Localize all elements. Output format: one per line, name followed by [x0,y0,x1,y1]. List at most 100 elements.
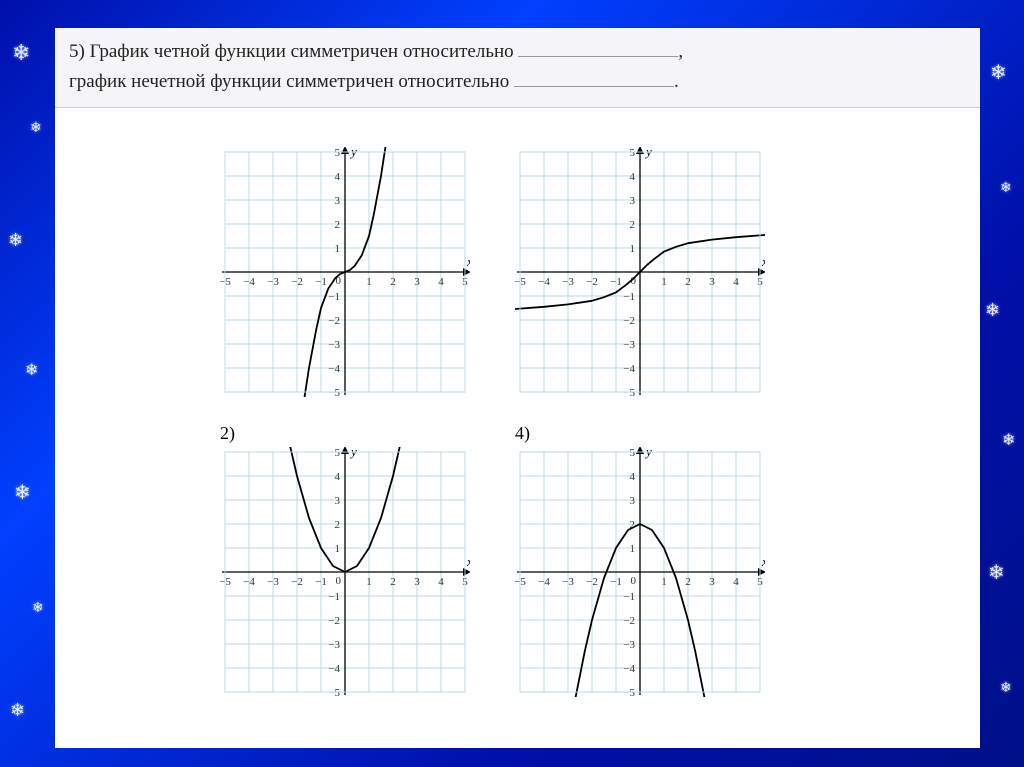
chart-1: −5−5−4−4−3−3−2−2−1−111223344550xy [220,123,480,397]
question-line2: график нечетной функции симметричен отно… [69,71,509,92]
svg-text:−1: −1 [623,291,635,303]
svg-text:−1: −1 [315,576,327,588]
svg-text:3: 3 [335,195,341,207]
snowflake-icon: ❄ [14,480,31,505]
svg-text:1: 1 [661,576,667,588]
svg-text:4: 4 [733,276,739,288]
svg-text:1: 1 [630,543,636,555]
svg-text:−3: −3 [562,276,574,288]
svg-text:3: 3 [414,276,420,288]
svg-text:3: 3 [709,276,715,288]
snowflake-icon: ❄ [1000,680,1012,697]
svg-text:2: 2 [685,276,691,288]
chart-3: −5−5−4−4−3−3−2−2−1−111223344550xy [515,123,775,397]
svg-text:−3: −3 [328,639,340,651]
svg-text:3: 3 [414,576,420,588]
svg-text:y: y [349,447,357,459]
svg-text:−2: −2 [291,576,303,588]
snowflake-icon: ❄ [8,230,23,251]
svg-text:−3: −3 [623,339,635,351]
svg-text:−5: −5 [220,576,231,588]
svg-text:−5: −5 [515,276,526,288]
svg-text:−2: −2 [328,315,340,327]
snowflake-icon: ❄ [30,120,42,137]
svg-text:−4: −4 [328,663,340,675]
snowflake-icon: ❄ [990,60,1007,85]
svg-text:3: 3 [630,495,636,507]
svg-text:y: y [349,147,357,159]
svg-text:−1: −1 [315,276,327,288]
svg-text:x: x [466,554,470,569]
svg-text:1: 1 [630,243,636,255]
svg-text:2: 2 [390,276,396,288]
svg-text:5: 5 [630,447,636,459]
svg-text:1: 1 [335,243,341,255]
svg-text:y: y [644,147,652,159]
svg-text:4: 4 [335,471,341,483]
snowflake-icon: ❄ [988,560,1005,585]
snowflake-icon: ❄ [10,700,25,721]
svg-text:2: 2 [630,219,636,231]
svg-text:−4: −4 [623,663,635,675]
chart-svg: −5−5−4−4−3−3−2−2−1−111223344550xy [515,447,765,697]
svg-text:x: x [761,254,765,269]
snowflake-icon: ❄ [1002,430,1015,450]
chart-svg: −5−5−4−4−3−3−2−2−1−111223344550xy [220,147,470,397]
svg-text:4: 4 [335,171,341,183]
chart-4: 4) −5−5−4−4−3−3−2−2−1−111223344550xy [515,423,775,697]
svg-text:4: 4 [438,576,444,588]
svg-text:x: x [761,554,765,569]
svg-text:2: 2 [335,219,341,231]
svg-text:−4: −4 [538,576,550,588]
svg-text:−4: −4 [328,363,340,375]
svg-text:3: 3 [630,195,636,207]
charts-area: −5−5−4−4−3−3−2−2−1−111223344550xy −5−5−4… [55,108,980,750]
question-line1: График четной функции симметричен относи… [90,41,514,62]
chart-svg: −5−5−4−4−3−3−2−2−1−111223344550xy [515,147,765,397]
svg-text:−1: −1 [328,291,340,303]
svg-text:−3: −3 [267,576,279,588]
svg-text:2: 2 [335,519,341,531]
svg-text:−1: −1 [610,576,622,588]
svg-text:x: x [466,254,470,269]
svg-text:4: 4 [630,171,636,183]
svg-text:−3: −3 [562,576,574,588]
blank-1 [518,36,678,57]
svg-text:2: 2 [390,576,396,588]
svg-text:0: 0 [631,575,637,587]
svg-text:5: 5 [630,147,636,159]
snowflake-icon: ❄ [1000,180,1012,197]
svg-text:−2: −2 [623,315,635,327]
snowflake-icon: ❄ [25,360,38,380]
svg-text:1: 1 [335,543,341,555]
svg-text:−1: −1 [623,591,635,603]
chart-1-label [220,123,480,145]
svg-text:−4: −4 [538,276,550,288]
svg-text:−4: −4 [243,576,255,588]
svg-text:−3: −3 [623,639,635,651]
svg-text:4: 4 [630,471,636,483]
svg-text:−2: −2 [291,276,303,288]
worksheet-page: 5) График четной функции симметричен отн… [55,28,980,748]
svg-text:4: 4 [438,276,444,288]
svg-text:−2: −2 [586,276,598,288]
chart-3-label [515,123,775,145]
svg-text:1: 1 [366,576,372,588]
chart-4-label: 4) [515,423,775,445]
chart-2: 2) −5−5−4−4−3−3−2−2−1−111223344550xy [220,423,480,697]
svg-text:3: 3 [709,576,715,588]
svg-text:y: y [644,447,652,459]
snowflake-icon: ❄ [32,600,44,617]
svg-text:−3: −3 [328,339,340,351]
svg-text:−5: −5 [220,276,231,288]
svg-text:−4: −4 [623,363,635,375]
svg-text:4: 4 [733,576,739,588]
svg-text:5: 5 [335,447,341,459]
svg-text:−4: −4 [243,276,255,288]
svg-text:−1: −1 [610,276,622,288]
svg-text:3: 3 [335,495,341,507]
svg-text:−2: −2 [586,576,598,588]
svg-text:1: 1 [661,276,667,288]
question-text: 5) График четной функции симметричен отн… [55,28,980,108]
svg-text:5: 5 [335,147,341,159]
